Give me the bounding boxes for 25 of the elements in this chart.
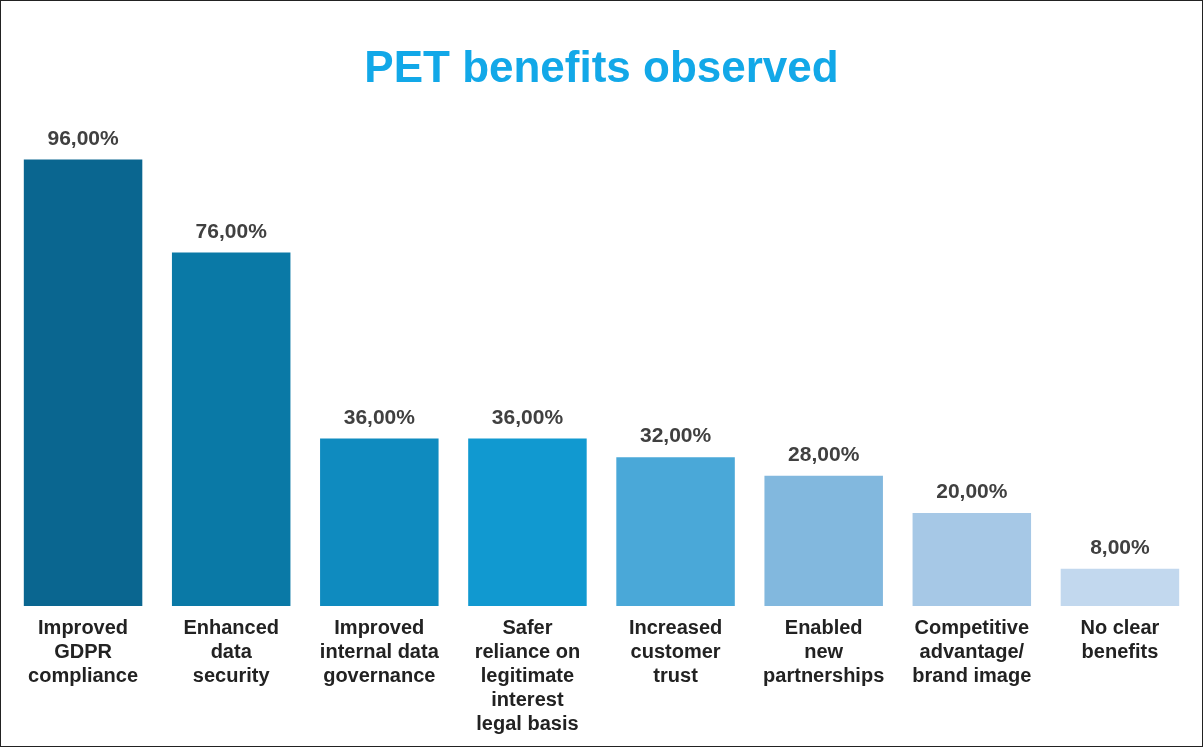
- x-tick-label: No clear benefits: [1080, 615, 1160, 662]
- data-label: 28,00%: [788, 442, 860, 466]
- data-label: 96,00%: [47, 125, 119, 149]
- x-tick-label: Competitive advantage/ brand image: [912, 615, 1032, 686]
- x-tick-label: Increased customer trust: [628, 615, 723, 686]
- bar: [764, 475, 883, 606]
- bar: [468, 438, 587, 606]
- x-tick-label: Enabled new partnerships: [763, 615, 885, 686]
- bar: [912, 512, 1032, 606]
- chart-title: PET benefits observed: [364, 41, 839, 91]
- data-label: 36,00%: [343, 404, 416, 428]
- x-tick-label: Improved internal data governance: [319, 615, 440, 686]
- data-label: 20,00%: [936, 479, 1008, 503]
- data-label: 32,00%: [639, 423, 712, 447]
- bar: [1060, 568, 1180, 606]
- x-tick-label: Enhanced data security: [183, 615, 279, 686]
- bar: [616, 457, 735, 606]
- bar: [171, 252, 291, 606]
- x-tick-label: Improved GDPR compliance: [28, 615, 139, 686]
- bar: [320, 438, 439, 606]
- x-tick-label: Safer reliance on legitimate interest legal basis: [474, 615, 581, 734]
- data-label: 8,00%: [1090, 535, 1151, 559]
- bar: [23, 159, 143, 606]
- data-label: 36,00%: [491, 404, 564, 428]
- data-label: 76,00%: [195, 218, 268, 242]
